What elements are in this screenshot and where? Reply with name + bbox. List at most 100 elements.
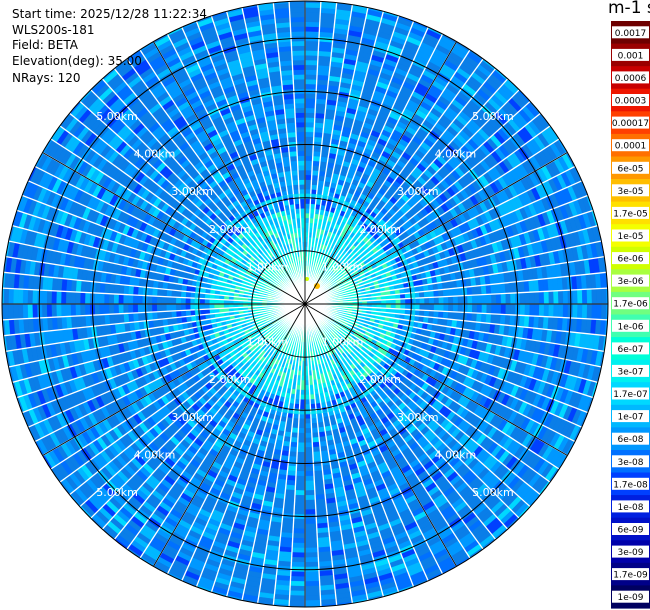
ppi-gate: [304, 131, 315, 138]
ppi-gate: [452, 295, 459, 305]
ppi-gate: [286, 470, 297, 477]
ppi-gate: [289, 595, 306, 601]
ppi-gate: [312, 155, 321, 162]
ppi-gate: [312, 146, 322, 152]
ppi-gate: [291, 542, 306, 549]
ppi-gate: [443, 303, 449, 312]
ppi-gate: [447, 311, 454, 320]
ppi-gate: [443, 296, 449, 305]
ppi-gate: [562, 289, 569, 305]
ppi-gate: [433, 303, 440, 312]
ppi-gate: [424, 303, 430, 311]
ppi-gate: [471, 303, 478, 314]
ppi-gate: [304, 494, 316, 501]
ppi-gate: [500, 293, 507, 305]
ppi-gate: [289, 446, 298, 453]
ppi-gate: [471, 312, 478, 323]
ppi-gate: [553, 303, 559, 318]
ppi-gate: [466, 312, 473, 322]
ppi-gate: [304, 604, 322, 607]
ppi-gate: [287, 465, 297, 472]
ppi-gate: [476, 303, 483, 314]
ppi-gate: [304, 580, 321, 587]
ppi-gate: [442, 311, 449, 320]
ppi-gate: [304, 26, 320, 32]
ppi-gate: [290, 432, 299, 439]
ppi-gate: [304, 126, 315, 133]
ppi-gate: [304, 150, 314, 157]
ppi-gate: [290, 561, 306, 568]
ppi-gate: [304, 31, 320, 37]
ppi-gate: [457, 287, 463, 297]
ppi-gate: [304, 432, 313, 439]
ppi-gate: [304, 40, 320, 47]
ppi-gate: [438, 296, 444, 305]
ppi-gate: [297, 442, 306, 448]
ppi-gate: [491, 303, 497, 315]
ppi-gate: [505, 303, 511, 316]
ppi-gate: [485, 284, 492, 295]
ppi-gate: [313, 465, 323, 472]
ppi-gate: [586, 288, 593, 305]
ppi-gate: [288, 456, 298, 462]
ppi-gate: [304, 442, 313, 448]
ppi-gate: [304, 533, 318, 539]
ppi-gate: [304, 437, 313, 443]
ppi-gate: [289, 585, 306, 592]
ppi-gate: [529, 291, 535, 305]
ppi-gate: [304, 585, 321, 592]
ppi-gate: [447, 288, 454, 297]
ppi-gate: [294, 499, 306, 506]
ppi-gate: [486, 303, 492, 315]
ppi-gate: [304, 480, 315, 487]
ppi-gate: [500, 303, 507, 315]
ppi-gate: [304, 552, 319, 558]
ppi-gate: [312, 150, 322, 157]
ppi-gate: [304, 542, 319, 549]
ppi-gate: [534, 303, 540, 317]
ppi-gate: [285, 484, 296, 491]
ppi-gate: [510, 303, 516, 316]
ppi-gate: [298, 418, 306, 424]
ppi-gate: [424, 297, 430, 305]
ppi-gate: [304, 54, 319, 61]
ppi-gate: [304, 112, 316, 118]
ppi-disc: [2, 1, 608, 607]
ppi-gate: [313, 131, 324, 138]
ppi-gate: [295, 475, 306, 482]
ppi-gate: [292, 528, 306, 534]
ppi-gate: [304, 117, 316, 123]
ppi-gate: [457, 303, 464, 313]
ppi-gate: [572, 303, 578, 319]
ppi-gate: [304, 509, 317, 515]
ppi-gate: [289, 441, 298, 448]
ppi-gate: [304, 447, 314, 453]
ppi-gate: [414, 297, 421, 305]
ppi-gate: [304, 188, 312, 195]
ppi-gate: [534, 291, 540, 305]
ppi-gate: [304, 184, 312, 190]
ppi-gate: [572, 289, 578, 305]
ppi-gate: [481, 294, 488, 305]
ppi-gate: [293, 518, 306, 525]
ppi-gate: [312, 456, 322, 462]
ppi-gate: [448, 303, 454, 313]
ppi-gate: [304, 165, 313, 171]
ppi-gate: [577, 303, 583, 319]
ppi-gate: [304, 69, 318, 75]
ppi-gate: [304, 499, 316, 506]
ppi-gate: [304, 528, 318, 534]
ppi-gate: [448, 295, 454, 305]
ppi-gate: [296, 447, 306, 453]
ppi-gate: [304, 102, 316, 109]
ppi-gate: [591, 303, 598, 320]
ppi-gate: [433, 296, 440, 305]
ppi-gate: [495, 303, 502, 315]
ppi-gate: [296, 451, 306, 458]
ppi-gate: [304, 78, 318, 85]
ppi-gate: [291, 547, 306, 554]
ppi-gate: [296, 456, 306, 463]
ppi-gate: [311, 165, 320, 172]
ppi-gate: [543, 303, 550, 318]
